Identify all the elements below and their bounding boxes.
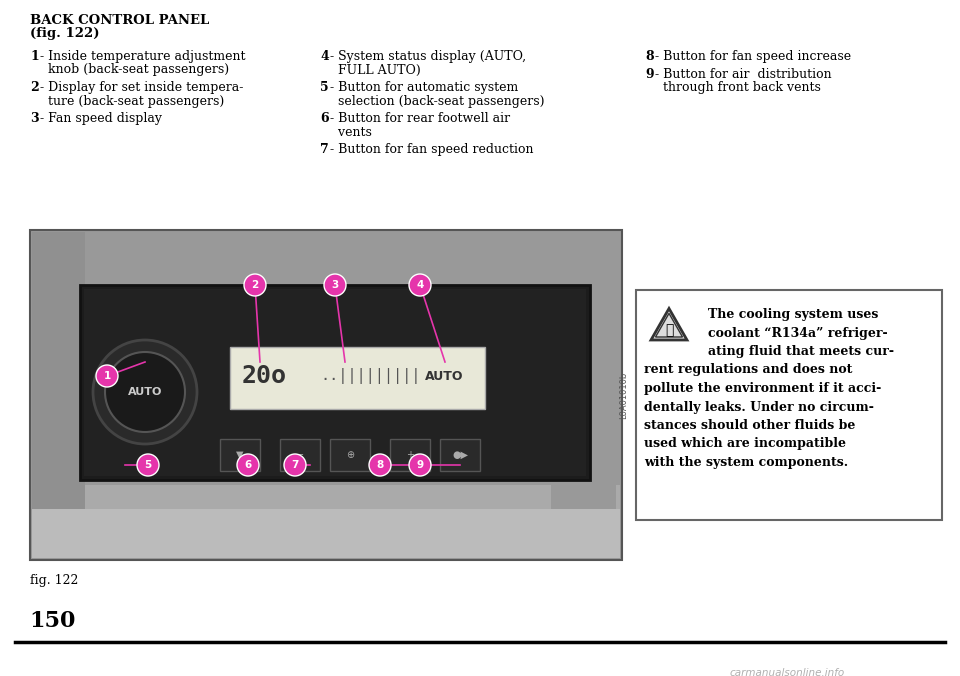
Text: with the system components.: with the system components. (644, 456, 848, 469)
Text: 8: 8 (376, 460, 384, 470)
Text: - Button for fan speed increase: - Button for fan speed increase (651, 50, 852, 63)
Circle shape (237, 454, 259, 476)
Circle shape (96, 365, 118, 387)
Bar (32, 232, 85, 558)
Text: 20o: 20o (242, 364, 287, 388)
Text: ating fluid that meets cur-: ating fluid that meets cur- (708, 345, 894, 358)
Text: - Display for set inside tempera-: - Display for set inside tempera- (36, 81, 244, 94)
Circle shape (409, 454, 431, 476)
Text: 6: 6 (320, 112, 328, 125)
Text: - Button for fan speed reduction: - Button for fan speed reduction (326, 143, 534, 156)
Bar (30, 230, 622, 560)
Bar (230, 347, 485, 409)
Bar (330, 439, 370, 471)
Text: 6: 6 (245, 460, 252, 470)
Text: ⊕: ⊕ (346, 450, 354, 460)
Text: carmanualsonline.info: carmanualsonline.info (730, 668, 845, 676)
Text: stances should other fluids be: stances should other fluids be (644, 419, 855, 432)
Text: vents: vents (326, 126, 372, 139)
Text: 3: 3 (30, 112, 38, 125)
Text: 8: 8 (645, 50, 654, 63)
Text: rent regulations and does not: rent regulations and does not (644, 364, 852, 377)
Text: used which are incompatible: used which are incompatible (644, 437, 846, 450)
Bar (32, 485, 620, 558)
Circle shape (369, 454, 391, 476)
Text: - Inside temperature adjustment: - Inside temperature adjustment (36, 50, 246, 63)
Text: knob (back-seat passengers): knob (back-seat passengers) (36, 64, 229, 76)
Text: 2: 2 (252, 280, 258, 290)
Text: pollute the environment if it acci-: pollute the environment if it acci- (644, 382, 881, 395)
Text: 7: 7 (291, 460, 299, 470)
Text: L0A01010b: L0A01010b (619, 371, 629, 418)
Bar (440, 439, 480, 471)
Bar (390, 439, 430, 471)
Text: ..|||||||||: ..||||||||| (320, 368, 420, 384)
Bar (280, 439, 320, 471)
Text: fig. 122: fig. 122 (30, 574, 79, 587)
Bar (32, 508, 620, 558)
Text: 5: 5 (320, 81, 328, 94)
Text: The cooling system uses: The cooling system uses (708, 308, 878, 321)
Text: 150: 150 (29, 610, 75, 632)
Polygon shape (651, 308, 687, 340)
Text: - System status display (AUTO,: - System status display (AUTO, (326, 50, 526, 63)
Text: - Button for rear footwell air: - Button for rear footwell air (326, 112, 510, 125)
Text: through front back vents: through front back vents (651, 81, 821, 94)
Text: 9: 9 (417, 460, 423, 470)
Text: 9: 9 (645, 68, 654, 80)
Text: ●▶: ●▶ (452, 450, 468, 460)
Text: 3: 3 (331, 280, 339, 290)
Text: ture (back-seat passengers): ture (back-seat passengers) (36, 95, 225, 107)
Text: coolant “R134a” refriger-: coolant “R134a” refriger- (708, 327, 888, 339)
Text: 4: 4 (417, 280, 423, 290)
Text: +: + (406, 450, 414, 460)
Text: - Fan speed display: - Fan speed display (36, 112, 162, 125)
Circle shape (284, 454, 306, 476)
Circle shape (244, 274, 266, 296)
Text: 1: 1 (30, 50, 38, 63)
Text: - Button for automatic system: - Button for automatic system (326, 81, 518, 94)
Circle shape (409, 274, 431, 296)
Text: - Button for air  distribution: - Button for air distribution (651, 68, 831, 80)
Circle shape (93, 340, 197, 444)
Bar (84, 289, 586, 476)
Text: ▼: ▼ (236, 450, 244, 460)
Circle shape (324, 274, 346, 296)
Text: 1: 1 (104, 371, 110, 381)
Text: 7: 7 (320, 143, 328, 156)
Text: 🚗: 🚗 (665, 323, 673, 337)
Text: (fig. 122): (fig. 122) (30, 27, 100, 40)
Circle shape (137, 454, 159, 476)
Text: BACK CONTROL PANEL: BACK CONTROL PANEL (30, 14, 209, 27)
Text: AUTO: AUTO (425, 370, 464, 383)
Text: 5: 5 (144, 460, 152, 470)
Bar (551, 232, 616, 558)
Text: −: − (296, 450, 304, 460)
Bar (636, 290, 942, 520)
Bar (80, 285, 590, 480)
Text: 2: 2 (30, 81, 38, 94)
Text: dentally leaks. Under no circum-: dentally leaks. Under no circum- (644, 400, 874, 414)
Circle shape (105, 352, 185, 432)
Text: FULL AUTO): FULL AUTO) (326, 64, 420, 76)
Bar (220, 439, 260, 471)
Text: selection (back-seat passengers): selection (back-seat passengers) (326, 95, 544, 107)
Text: 4: 4 (320, 50, 328, 63)
Text: AUTO: AUTO (128, 387, 162, 397)
